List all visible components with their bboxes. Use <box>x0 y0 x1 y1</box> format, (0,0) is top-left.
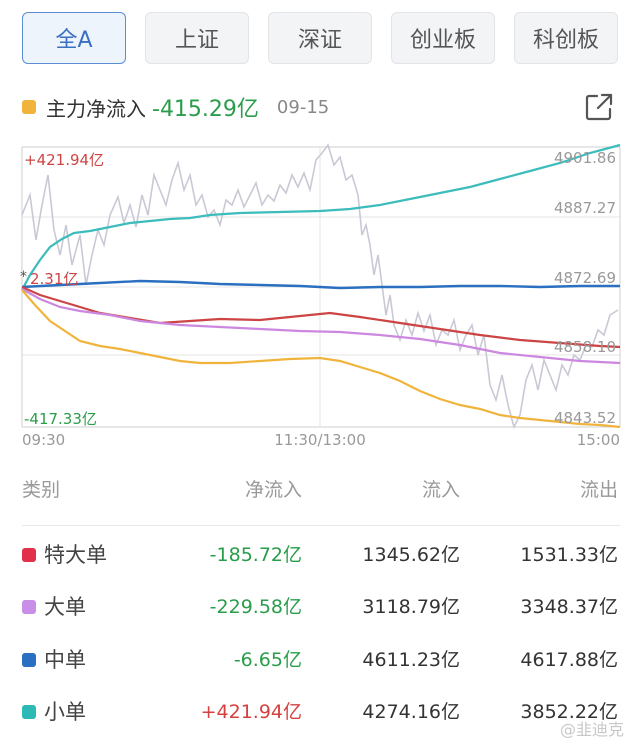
row-net: -6.65亿 <box>233 649 302 671</box>
row-name: 大单 <box>44 595 86 619</box>
row-out: 4617.88亿 <box>520 649 618 671</box>
header-out: 流出 <box>579 479 618 501</box>
row-name: 特大单 <box>44 543 107 567</box>
tab-shanghai[interactable]: 上证 <box>145 12 249 64</box>
row-net: -185.72亿 <box>209 544 302 566</box>
market-tabs: 全A 上证 深证 创业板 科创板 <box>22 12 622 64</box>
left-axis-mid-label: 2.31亿 <box>30 270 78 288</box>
main-flow-label: 主力净流入 <box>46 96 146 121</box>
flow-table-header: 类别 净流入 流入 流出 <box>22 472 620 508</box>
table-row: 中单 -6.65亿 4611.23亿 4617.88亿 <box>22 642 620 678</box>
left-axis-bottom-label: -417.33亿 <box>24 410 97 428</box>
right-axis-tick-1: 4887.27 <box>554 199 616 217</box>
xlarge-swatch <box>22 548 36 562</box>
fund-flow-chart: +421.94亿 * 2.31亿 -417.33亿 4901.86 4887.2… <box>0 135 640 455</box>
left-axis-top-label: +421.94亿 <box>24 151 104 169</box>
right-axis-tick-3: 4858.10 <box>554 338 616 356</box>
row-name: 中单 <box>44 648 86 672</box>
large-order-line <box>21 285 621 349</box>
right-axis-tick-0: 4901.86 <box>554 149 616 167</box>
watermark: @韭迪克 <box>559 720 624 739</box>
table-row: 小单 +421.94亿 4274.16亿 3852.22亿 <box>22 694 620 730</box>
index-line <box>21 143 619 430</box>
row-in: 3118.79亿 <box>362 596 460 618</box>
medium-swatch <box>22 653 36 667</box>
small-swatch <box>22 705 36 719</box>
row-out: 3852.22亿 <box>520 701 618 723</box>
row-out: 1531.33亿 <box>520 544 618 566</box>
xlarge-order-line <box>21 288 621 365</box>
right-axis-tick-4: 4843.52 <box>554 409 616 427</box>
row-category: 大单 <box>22 589 86 625</box>
right-axis-tick-2: 4872.69 <box>554 269 616 287</box>
row-in: 1345.62亿 <box>362 544 460 566</box>
flow-date: 09-15 <box>276 96 330 118</box>
large-swatch <box>22 600 36 614</box>
row-net: -229.58亿 <box>209 596 302 618</box>
row-out: 3348.37亿 <box>520 596 618 618</box>
small-order-line <box>21 143 621 291</box>
tab-star-market[interactable]: 科创板 <box>514 12 618 64</box>
tab-all-a[interactable]: 全A <box>22 12 126 64</box>
row-category: 小单 <box>22 694 86 730</box>
header-in: 流入 <box>421 479 460 501</box>
main-flow-value: -415.29亿 <box>152 97 259 122</box>
row-category: 特大单 <box>22 537 107 573</box>
row-name: 小单 <box>44 700 86 724</box>
row-net: +421.94亿 <box>200 701 302 723</box>
table-row: 大单 -229.58亿 3118.79亿 3348.37亿 <box>22 589 620 625</box>
header-type: 类别 <box>22 479 61 501</box>
x-label-close: 15:00 <box>577 431 620 449</box>
main-flow-line <box>21 289 621 429</box>
row-in: 4611.23亿 <box>362 649 460 671</box>
main-flow-legend-dot <box>22 100 36 114</box>
main-flow-header: 主力净流入 -415.29亿 09-15 <box>22 90 622 124</box>
x-label-midday: 11:30/13:00 <box>274 431 366 449</box>
table-divider <box>22 525 620 526</box>
x-label-open: 09:30 <box>22 431 65 449</box>
header-net: 净流入 <box>244 479 302 501</box>
row-in: 4274.16亿 <box>362 701 460 723</box>
medium-order-line <box>21 279 620 290</box>
left-axis-mid-marker: * <box>20 269 27 285</box>
table-row: 特大单 -185.72亿 1345.62亿 1531.33亿 <box>22 537 620 573</box>
row-category: 中单 <box>22 642 86 678</box>
export-icon[interactable] <box>584 92 614 122</box>
fund-flow-chart-svg: +421.94亿 * 2.31亿 -417.33亿 4901.86 4887.2… <box>20 143 621 449</box>
tab-shenzhen[interactable]: 深证 <box>268 12 372 64</box>
tab-chinext[interactable]: 创业板 <box>391 12 495 64</box>
